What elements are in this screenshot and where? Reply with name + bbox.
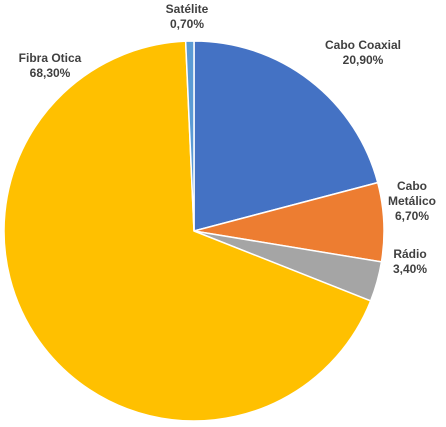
slice-category-text: Rádio	[393, 247, 426, 261]
slice-category-text: Satélite	[166, 2, 209, 16]
slice-category-text: Cabo	[397, 179, 427, 193]
pie-slices	[3, 40, 385, 422]
pie-slice-fibra-otica	[3, 40, 372, 422]
pie-slice-cabo-coaxial	[193, 40, 379, 232]
pie-labels: Cabo Coaxial 20,90% Cabo Metálico 6,70% Rádio…	[19, 2, 436, 276]
slice-category-text: Fibra Otica	[19, 51, 82, 65]
slice-value-text: 20,90%	[343, 53, 384, 67]
slice-value-text: 3,40%	[393, 262, 427, 276]
pie-slice-sat-lite	[184, 40, 195, 232]
slice-label-sat-lite: Satélite 0,70%	[166, 2, 209, 31]
slice-category-text: Cabo Coaxial	[325, 38, 401, 52]
slice-label-cabo-coaxial: Cabo Coaxial 20,90%	[325, 38, 401, 67]
slice-value-text: 0,70%	[170, 17, 204, 31]
slice-value-text: 68,30%	[30, 66, 71, 80]
slice-label-fibra-otica: Fibra Otica 68,30%	[19, 51, 82, 80]
slice-label-cabo-met-lico: Cabo Metálico 6,70%	[388, 179, 436, 223]
slice-label-r-dio: Rádio 3,40%	[393, 247, 427, 276]
slice-value-text: 6,70%	[395, 209, 429, 223]
slice-category-text: Metálico	[388, 194, 436, 208]
